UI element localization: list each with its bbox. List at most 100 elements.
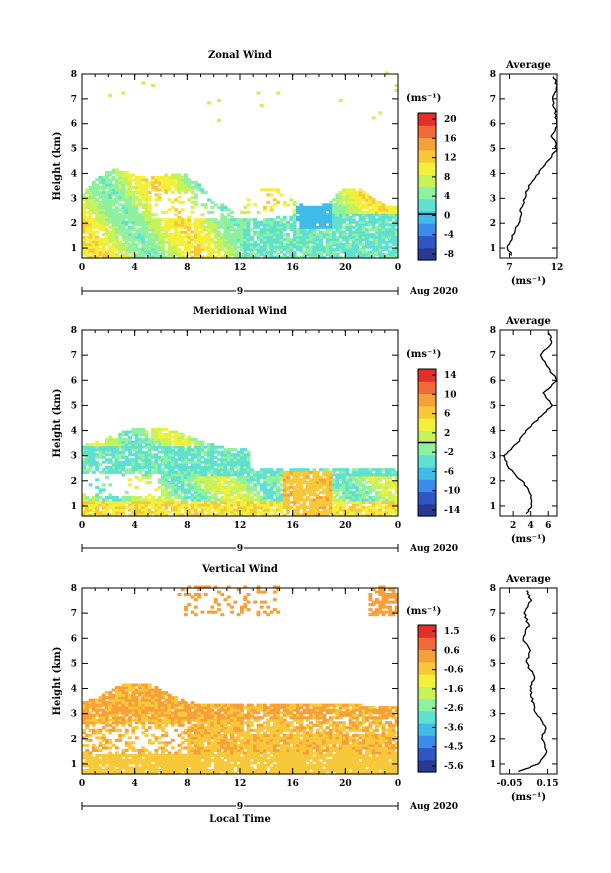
heatmap-cell xyxy=(312,220,317,224)
heatmap-cell xyxy=(361,505,366,509)
heatmap-cell xyxy=(95,508,100,512)
heatmap-cell xyxy=(332,210,337,214)
heatmap-cell xyxy=(141,198,146,202)
heatmap-cell xyxy=(345,495,350,499)
heatmap-cell xyxy=(177,240,182,244)
heatmap-cell xyxy=(180,483,185,487)
heatmap-cell xyxy=(302,480,307,484)
heatmap-cell xyxy=(338,488,343,492)
heatmap-cell xyxy=(269,253,274,257)
heatmap-cell xyxy=(144,696,149,700)
heatmap-cell xyxy=(121,453,126,457)
heatmap-cell xyxy=(170,248,175,252)
heatmap-cell xyxy=(114,716,119,720)
heatmap-cell xyxy=(299,468,304,472)
heatmap-cell xyxy=(210,458,215,462)
heatmap-cell xyxy=(154,178,159,182)
heatmap-cell xyxy=(328,225,333,229)
heatmap-cell xyxy=(114,769,119,773)
heatmap-cell xyxy=(114,225,119,229)
heatmap-cell xyxy=(391,253,396,257)
heatmap-cell xyxy=(200,460,205,464)
heatmap-cell xyxy=(108,741,113,745)
heatmap-cell xyxy=(124,175,129,179)
heatmap-cell xyxy=(246,468,251,472)
heatmap-cell xyxy=(154,763,159,767)
colorbar-swatch xyxy=(418,235,436,249)
heatmap-cell xyxy=(98,488,103,492)
heatmap-cell xyxy=(157,438,162,442)
heatmap-cell xyxy=(147,753,152,757)
heatmap-cell xyxy=(226,485,231,489)
heatmap-cell xyxy=(98,215,103,219)
heatmap-cell xyxy=(203,203,208,207)
heatmap-cell xyxy=(197,513,202,517)
heatmap-cell xyxy=(345,223,350,227)
heatmap-cell xyxy=(296,470,300,474)
heatmap-cell xyxy=(128,225,132,229)
heatmap-cell xyxy=(164,435,169,439)
heatmap-cell xyxy=(141,460,146,464)
heatmap-cell xyxy=(269,193,274,197)
colorbar-tick-label: 16 xyxy=(444,134,457,144)
heatmap-cell xyxy=(223,508,228,512)
heatmap-cell xyxy=(131,185,136,189)
heatmap-cell xyxy=(134,188,139,192)
heatmap-cell xyxy=(292,210,297,214)
heatmap-cell xyxy=(342,248,346,252)
heatmap-cell xyxy=(233,453,238,457)
heatmap-cell xyxy=(154,428,159,432)
heatmap-cell xyxy=(151,711,155,715)
heatmap-cell xyxy=(154,691,159,695)
heatmap-cell xyxy=(138,238,142,242)
heatmap-cell xyxy=(197,188,202,192)
heatmap-cell xyxy=(101,193,106,197)
heatmap-cell xyxy=(381,215,386,219)
heatmap-cell xyxy=(266,233,271,237)
heatmap-cell xyxy=(98,513,103,517)
heatmap-cell xyxy=(388,493,392,497)
heatmap-cell xyxy=(118,233,123,237)
heatmap-cell xyxy=(345,235,350,239)
heatmap-cell xyxy=(240,473,244,477)
heatmap-cell xyxy=(292,245,297,249)
heatmap-cell xyxy=(253,230,258,234)
heatmap-cell xyxy=(319,223,323,227)
heatmap-cell xyxy=(276,468,281,472)
heatmap-cell xyxy=(161,185,165,189)
heatmap-cell xyxy=(236,483,241,487)
heatmap-cell xyxy=(332,243,337,247)
heatmap-cell xyxy=(279,225,284,229)
heatmap-cell xyxy=(105,721,109,725)
heatmap-cell xyxy=(302,468,307,472)
heatmap-cell xyxy=(147,761,152,765)
heatmap-cell xyxy=(276,235,281,239)
heatmap-cell xyxy=(335,195,340,199)
heatmap-cell xyxy=(207,465,211,469)
heatmap-cell xyxy=(249,255,254,259)
heatmap-cell xyxy=(88,701,93,705)
heatmap-cell xyxy=(161,448,165,452)
heatmap-cell xyxy=(147,721,152,725)
heatmap-cell xyxy=(82,751,86,755)
heatmap-cell xyxy=(151,763,155,767)
heatmap-cell xyxy=(246,475,251,479)
heatmap-cell xyxy=(161,508,165,512)
heatmap-cell xyxy=(246,470,251,474)
heatmap-cell xyxy=(207,470,211,474)
heatmap-cell xyxy=(118,180,123,184)
heatmap-cell xyxy=(233,235,238,239)
heatmap-cell xyxy=(95,453,100,457)
heatmap-cell xyxy=(88,733,93,737)
heatmap-cell xyxy=(157,746,162,750)
heatmap-cell xyxy=(134,198,139,202)
heatmap-cell xyxy=(351,238,356,242)
heatmap-cell xyxy=(207,223,211,227)
heatmap-cell xyxy=(124,458,129,462)
heatmap-cell xyxy=(177,200,182,204)
heatmap-cell xyxy=(85,495,90,499)
heatmap-cell xyxy=(134,468,139,472)
heatmap-cell xyxy=(217,238,221,242)
heatmap-cell xyxy=(286,233,290,237)
